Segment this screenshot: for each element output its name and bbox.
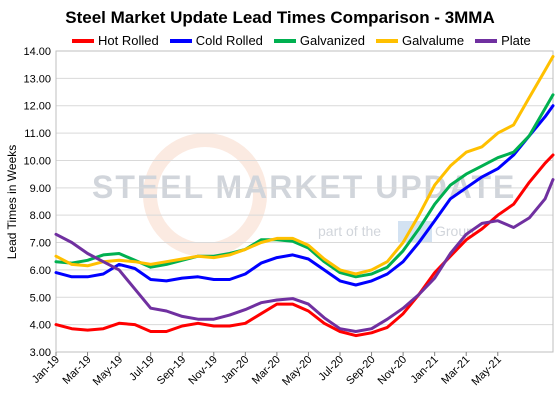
y-tick-label: 3.00 bbox=[30, 347, 51, 359]
series-line-plate bbox=[54, 178, 555, 333]
watermark-part-of-text: part of the bbox=[318, 223, 381, 239]
legend-label: Hot Rolled bbox=[98, 33, 159, 48]
x-tick-label: Mar-21 bbox=[439, 354, 472, 387]
x-tick-label: Sep-19 bbox=[155, 354, 189, 388]
x-tick-label: Jan-20 bbox=[219, 354, 251, 386]
x-tick-label: Mar-20 bbox=[250, 354, 283, 387]
axes: 3.00 4.00 5.00 6.00 7.00 8.00 9.00 10.00 11.00 12… bbox=[23, 46, 554, 388]
chart-legend: Hot Rolled Cold Rolled Galvanized Galvalume… bbox=[72, 33, 560, 48]
legend-swatch bbox=[375, 38, 398, 43]
series-line-cold-rolled bbox=[54, 104, 555, 287]
y-tick-label: 9.00 bbox=[30, 183, 51, 195]
legend-swatch bbox=[169, 38, 192, 43]
legend-item: Cold Rolled bbox=[169, 33, 263, 48]
x-tick-label: Mar-19 bbox=[61, 354, 94, 387]
watermark-logo-arc bbox=[143, 133, 267, 257]
x-tick-label: May-19 bbox=[91, 354, 125, 388]
plot-area-border bbox=[55, 50, 554, 353]
legend-label: Galvalume bbox=[401, 33, 465, 48]
legend-label: Galvanized bbox=[299, 33, 365, 48]
legend-label: Cold Rolled bbox=[195, 33, 263, 48]
y-tick-label: 13.00 bbox=[23, 73, 51, 85]
y-tick-label: 7.00 bbox=[30, 238, 51, 250]
x-tick-label: May-21 bbox=[469, 354, 503, 388]
series-lines bbox=[54, 55, 555, 338]
y-tick-label: 11.00 bbox=[24, 128, 51, 140]
y-tick-label: 8.00 bbox=[30, 210, 51, 222]
chart-title: Steel Market Update Lead Times Compariso… bbox=[65, 8, 495, 27]
x-tick-label: Sep-20 bbox=[344, 354, 378, 388]
watermark: STEEL MARKET UPDATE part of the Group bbox=[92, 133, 516, 257]
y-tick-label: 5.00 bbox=[30, 292, 51, 304]
y-tick-label: 12.00 bbox=[23, 101, 51, 113]
y-tick-label: 4.00 bbox=[30, 320, 51, 332]
y-tick-label: 6.00 bbox=[30, 265, 51, 277]
y-tick-label: 14.00 bbox=[23, 46, 51, 58]
x-tick-label: Jul-19 bbox=[127, 354, 157, 384]
x-tick-label: Nov-19 bbox=[186, 354, 220, 388]
legend-item: Galvanized bbox=[273, 33, 365, 48]
series-line-galvalume bbox=[54, 55, 555, 276]
x-tick-label: Nov-20 bbox=[376, 354, 410, 388]
legend-swatch bbox=[273, 38, 296, 43]
legend-item: Hot Rolled bbox=[72, 33, 159, 48]
x-tick-label: Jan-21 bbox=[409, 354, 441, 386]
legend-item: Plate bbox=[475, 33, 531, 48]
legend-swatch bbox=[72, 38, 94, 43]
legend-swatch bbox=[475, 38, 498, 43]
y-axis-label: Lead Times in Weeks bbox=[5, 145, 19, 260]
x-tick-label: Jul-20 bbox=[316, 354, 346, 384]
x-tick-label: May-20 bbox=[280, 354, 314, 388]
watermark-brand-text: STEEL MARKET UPDATE bbox=[92, 169, 516, 205]
y-tick-label: 10.00 bbox=[23, 155, 51, 167]
series-line-hot-rolled bbox=[54, 153, 555, 338]
legend-label: Plate bbox=[501, 33, 531, 48]
legend-item: Galvalume bbox=[375, 33, 465, 48]
